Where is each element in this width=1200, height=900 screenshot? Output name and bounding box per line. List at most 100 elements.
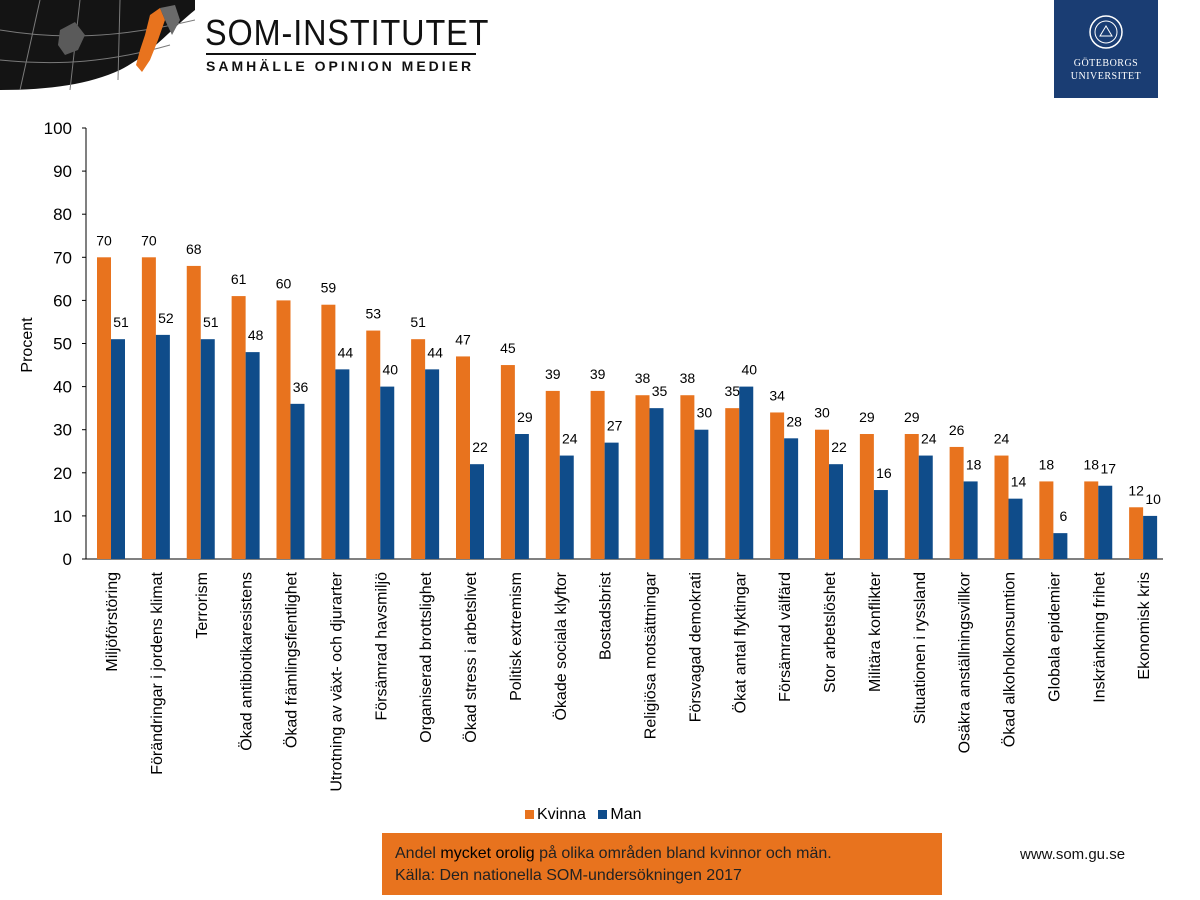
- data-label-kvinna: 29: [904, 409, 920, 425]
- sweden-shape: [136, 8, 165, 72]
- bar-kvinna: [725, 408, 740, 559]
- bar-man: [559, 455, 574, 559]
- data-label-man: 22: [472, 439, 488, 455]
- x-tick-label: Terrorism: [194, 572, 211, 639]
- data-label-kvinna: 68: [186, 241, 202, 257]
- bar-kvinna: [276, 300, 291, 559]
- bar-man: [1143, 515, 1158, 559]
- legend-swatch-kvinna: [525, 810, 534, 820]
- x-tick-label: Ökad stress i arbetslivet: [462, 571, 480, 742]
- x-tick-label: Förändringar i jordens klimat: [149, 571, 166, 774]
- caption-text-pre: Andel: [395, 845, 441, 862]
- data-label-man: 51: [203, 314, 219, 330]
- data-label-man: 24: [921, 431, 937, 447]
- data-label-kvinna: 70: [96, 232, 112, 248]
- legend-item-man: Man: [598, 806, 642, 823]
- x-tick-label: Ekonomisk kris: [1136, 572, 1153, 680]
- data-label-kvinna: 26: [949, 422, 965, 438]
- bar-series: 7051705268516148603659445340514447224529…: [96, 232, 1161, 559]
- x-axis-labels: Miljöförstöring Förändringar i jordens kl…: [104, 571, 1153, 791]
- y-axis: 0 10 20 30 40 50 60 70 80 90 100: [44, 119, 1163, 569]
- data-label-kvinna: 39: [590, 366, 606, 382]
- data-label-man: 36: [293, 379, 309, 395]
- bar-man: [200, 339, 215, 559]
- data-label-kvinna: 45: [500, 340, 516, 356]
- legend-item-kvinna: Kvinna: [525, 806, 590, 823]
- bar-kvinna: [1039, 481, 1054, 559]
- bar-man: [739, 386, 754, 559]
- bar-kvinna: [321, 304, 336, 559]
- bar-kvinna: [141, 257, 156, 559]
- y-tick-label: 100: [44, 119, 72, 138]
- bar-kvinna: [859, 434, 874, 559]
- y-tick-label: 60: [53, 291, 72, 310]
- university-name-line1: GÖTEBORGS: [1073, 58, 1139, 69]
- x-tick-label: Bostadsbrist: [598, 571, 615, 660]
- data-label-man: 22: [831, 439, 847, 455]
- bar-man: [1098, 485, 1113, 559]
- data-label-man: 10: [1145, 491, 1161, 507]
- y-tick-label: 20: [53, 464, 72, 483]
- caption-emphasis: mycket orolig: [440, 845, 535, 862]
- data-label-man: 44: [338, 344, 354, 360]
- data-label-kvinna: 39: [545, 366, 561, 382]
- data-label-kvinna: 18: [1083, 456, 1099, 472]
- y-tick-label: 30: [53, 421, 72, 440]
- bar-man: [604, 442, 619, 559]
- website-url: www.som.gu.se: [1020, 846, 1126, 863]
- university-name-line2: UNIVERSITET: [1070, 71, 1142, 82]
- bar-kvinna: [545, 390, 560, 559]
- bar-kvinna: [904, 434, 919, 559]
- data-label-man: 40: [741, 362, 757, 378]
- data-label-man: 28: [786, 413, 802, 429]
- data-label-kvinna: 35: [724, 383, 740, 399]
- brand-title: SOM-INSTITUTET: [205, 12, 490, 53]
- x-tick-label: Ökad antibiotikaresistens: [238, 572, 256, 751]
- data-label-man: 51: [113, 314, 129, 330]
- data-label-kvinna: 38: [635, 370, 651, 386]
- y-tick-label: 70: [53, 248, 72, 267]
- data-label-man: 27: [607, 418, 623, 434]
- data-label-kvinna: 12: [1128, 482, 1144, 498]
- bar-kvinna: [366, 330, 381, 559]
- bar-kvinna: [680, 395, 695, 559]
- legend-label-man: Man: [610, 806, 642, 823]
- bar-kvinna: [1129, 507, 1144, 559]
- y-tick-label: 0: [63, 550, 72, 569]
- bar-kvinna: [815, 429, 829, 559]
- bar-man: [784, 438, 799, 559]
- bar-kvinna: [994, 455, 1009, 559]
- x-tick-label: Organiserad brottslighet: [418, 571, 435, 742]
- data-label-kvinna: 59: [321, 280, 337, 296]
- data-label-kvinna: 51: [410, 314, 426, 330]
- caption-box: Andel mycket orolig på olika områden bla…: [382, 833, 942, 895]
- y-tick-label: 90: [53, 162, 72, 181]
- bar-man: [111, 339, 125, 559]
- data-label-kvinna: 60: [276, 275, 292, 291]
- legend-swatch-man: [598, 810, 608, 820]
- data-label-kvinna: 70: [141, 232, 157, 248]
- x-tick-label: Ökad alkoholkonsumtion: [1001, 572, 1019, 747]
- y-tick-label: 40: [53, 378, 72, 397]
- bar-kvinna: [949, 446, 964, 559]
- data-label-man: 35: [652, 383, 668, 399]
- data-label-man: 40: [382, 362, 398, 378]
- y-tick-label: 10: [53, 507, 72, 526]
- bar-kvinna: [770, 412, 785, 559]
- bar-kvinna: [590, 390, 605, 559]
- x-tick-label: Miljöförstöring: [104, 572, 121, 672]
- x-tick-label: Militära konflikter: [867, 571, 884, 692]
- bar-man: [425, 369, 440, 559]
- bar-man: [245, 352, 260, 559]
- data-label-man: 6: [1059, 508, 1067, 524]
- bar-kvinna: [411, 339, 426, 559]
- caption-line2: Källa: Den nationella SOM-undersökningen…: [395, 867, 742, 884]
- bar-kvinna: [231, 296, 246, 559]
- legend-label-kvinna: Kvinna: [537, 806, 586, 823]
- bar-man: [873, 490, 888, 559]
- data-label-kvinna: 61: [231, 271, 247, 287]
- data-label-man: 17: [1100, 461, 1116, 477]
- bar-man: [514, 434, 529, 559]
- bar-man: [649, 408, 664, 559]
- bar-kvinna: [500, 365, 515, 559]
